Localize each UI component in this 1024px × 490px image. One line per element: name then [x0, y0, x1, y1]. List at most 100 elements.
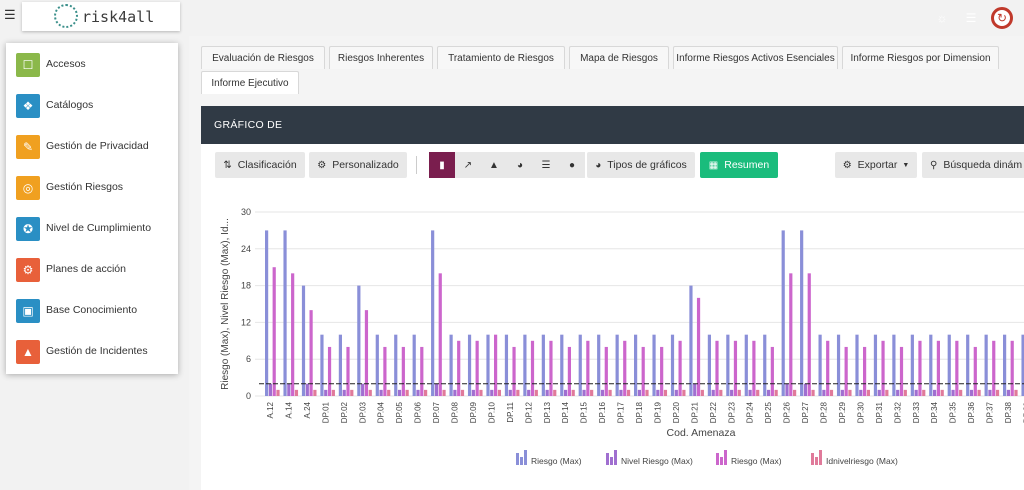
x-tick-label: A.14 — [284, 401, 293, 418]
x-tick-label: DP.38 — [1004, 401, 1013, 423]
sidebar-item-label: Gestión de Incidentes — [46, 345, 148, 357]
bar — [401, 346, 405, 396]
bubble-chart-icon[interactable]: ● — [559, 152, 585, 178]
sidebar-item-label: Gestión de Privacidad — [46, 140, 149, 152]
bar — [863, 346, 867, 396]
resumen-label: Resumen — [724, 159, 770, 171]
bar — [885, 389, 889, 396]
resumen-button[interactable]: ▦ Resumen — [700, 152, 778, 178]
pie-chart-icon[interactable]: ◕ — [507, 152, 533, 178]
bar — [711, 389, 715, 396]
bar — [855, 334, 859, 396]
tab-1[interactable]: Riesgos Inherentes — [329, 46, 433, 69]
bar — [955, 340, 959, 396]
tab-0[interactable]: Evaluación de Riesgos — [201, 46, 325, 69]
bar — [737, 389, 741, 396]
x-tick-label: DP.19 — [653, 401, 662, 423]
bar — [959, 389, 963, 396]
personalizado-label: Personalizado — [332, 159, 399, 171]
bar — [397, 389, 402, 396]
tab-3[interactable]: Mapa de Riesgos — [569, 46, 669, 69]
bar — [774, 389, 778, 396]
briefcase-icon: ▣ — [16, 299, 40, 323]
bar — [294, 389, 299, 396]
gear-icon: ⚙ — [317, 159, 327, 171]
lightbulb-icon[interactable]: ☼ — [936, 11, 948, 25]
bar — [763, 334, 767, 396]
exportar-button[interactable]: ⚙ Exportar ▼ — [835, 152, 917, 178]
bar — [811, 389, 815, 396]
x-tick-label: DP.29 — [838, 401, 847, 423]
bar — [918, 340, 922, 396]
target-icon: ◎ — [16, 176, 40, 200]
bar — [637, 389, 641, 396]
busqueda-dinamica-button[interactable]: ⚲ Búsqueda dinám — [922, 152, 1024, 178]
bar — [590, 389, 594, 396]
bar — [922, 389, 926, 396]
bar — [1014, 389, 1018, 396]
bar — [586, 340, 590, 396]
stack-chart-icon[interactable]: ☰ — [533, 152, 559, 178]
bar — [313, 389, 317, 396]
bar — [966, 334, 970, 396]
bar — [977, 389, 981, 396]
sidebar-item-label: Base Conocimiento — [46, 304, 138, 316]
x-tick-label: DP.10 — [487, 401, 496, 423]
sidebar-item-2[interactable]: ✎ Gestión de Privacidad — [6, 127, 178, 168]
x-tick-label: DP.23 — [727, 401, 736, 423]
bar — [859, 389, 863, 396]
bar — [527, 389, 531, 396]
bar — [951, 389, 955, 396]
bar — [309, 310, 313, 396]
y-axis-label: Riesgo (Max), Nivel Riesgo (Max), Id... — [220, 218, 231, 390]
sidebar-item-0[interactable]: ☐ Accesos — [6, 45, 178, 86]
sidebar-item-6[interactable]: ▣ Base Conocimiento — [6, 291, 178, 332]
personalizado-button[interactable]: ⚙ Personalizado — [309, 152, 407, 178]
top-bar: ☰ risk4all ☼ ☰ ↻ — [0, 0, 1024, 36]
sync-icon[interactable]: ↻ — [991, 7, 1013, 29]
bar — [730, 389, 734, 396]
sidebar-item-4[interactable]: ✪ Nivel de Cumplimiento — [6, 209, 178, 250]
chat-icon[interactable]: ☰ — [965, 11, 977, 25]
bar — [670, 334, 675, 396]
bar — [770, 346, 774, 396]
hamburger-menu-icon[interactable]: ☰ — [4, 7, 16, 22]
bar — [829, 389, 834, 396]
legend-label: Nivel Riesgo (Max) — [621, 456, 693, 466]
bar-chart-icon[interactable]: ▮ — [429, 152, 455, 178]
clasificacion-button[interactable]: ⇅ Clasificación — [215, 152, 305, 178]
bar — [822, 389, 826, 396]
sidebar-item-7[interactable]: ▲ Gestión de Incidentes — [6, 332, 178, 373]
bar — [534, 389, 538, 396]
privacy-icon: ✎ — [16, 135, 40, 159]
x-tick-label: DP.22 — [709, 401, 718, 423]
line-chart-icon[interactable]: ↗ — [455, 152, 481, 178]
sidebar-item-label: Nivel de Cumplimiento — [46, 222, 152, 234]
bar — [903, 389, 907, 396]
x-tick-label: DP.25 — [764, 401, 773, 423]
bar — [265, 230, 269, 396]
tab-4[interactable]: Informe Riesgos Activos Esenciales — [673, 46, 838, 69]
tipos-graficos-button[interactable]: ◕ Tipos de gráficos — [587, 152, 695, 178]
sidebar-item-3[interactable]: ◎ Gestión Riesgos — [6, 168, 178, 209]
sidebar-item-1[interactable]: ❖ Catálogos — [6, 86, 178, 127]
area-chart-icon[interactable]: ▲ — [481, 152, 507, 178]
tab-6[interactable]: Informe Ejecutivo — [201, 71, 299, 94]
tab-5[interactable]: Informe Riesgos por Dimension — [842, 46, 999, 69]
x-tick-label: DP.28 — [820, 401, 829, 423]
caret-down-icon: ▼ — [902, 161, 910, 169]
bar — [700, 389, 704, 396]
main-content: Evaluación de Riesgos Riesgos Inherentes T… — [189, 36, 1024, 490]
bar — [641, 346, 645, 396]
sidebar: ☐ Accesos ❖ Catálogos ✎ Gestión de Privaci… — [6, 43, 178, 374]
legend-swatch — [716, 453, 719, 465]
tab-2[interactable]: Tratamiento de Riesgos — [437, 46, 565, 69]
x-tick-label: DP.13 — [543, 401, 552, 423]
bar — [984, 334, 988, 396]
bar — [696, 297, 701, 396]
bar — [693, 383, 697, 396]
x-tick-label: DP.26 — [783, 401, 792, 423]
sidebar-item-5[interactable]: ⚙ Planes de acción — [6, 250, 178, 291]
bar — [416, 389, 420, 396]
bar — [947, 334, 951, 396]
